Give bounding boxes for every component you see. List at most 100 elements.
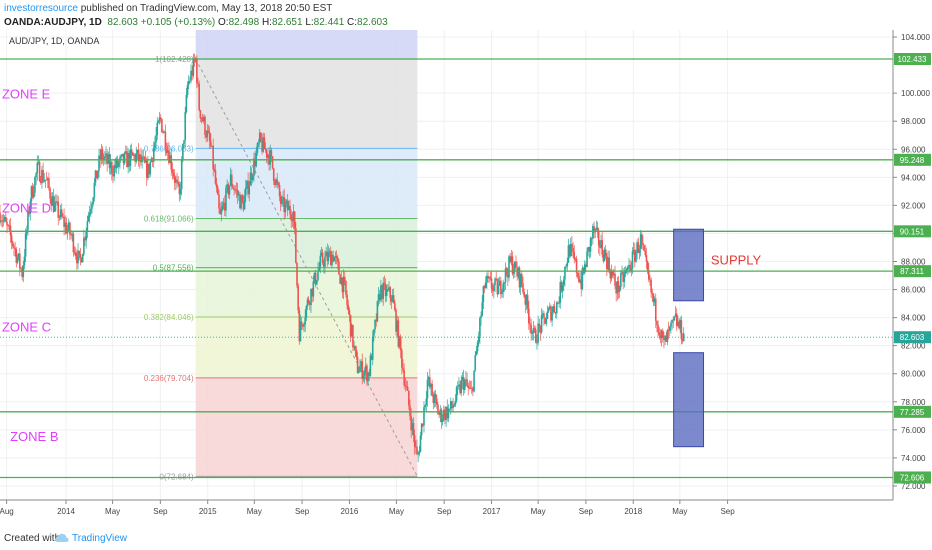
candle-body [371, 336, 374, 360]
candle-body [578, 276, 580, 282]
level-price-label: 102.433 [898, 55, 927, 64]
candle-body [109, 161, 112, 169]
zone-box[interactable] [673, 228, 705, 302]
candle-body [397, 320, 400, 347]
candle-body [221, 206, 224, 210]
candle-body [149, 161, 152, 175]
candle-body [1, 220, 4, 222]
candle-body [384, 283, 387, 297]
candle-body [72, 233, 75, 253]
candle-body [10, 235, 13, 243]
chart-area[interactable]: 1(102.428)0.786(96.063)0.618(91.066)0.5(… [0, 30, 932, 528]
candle-body [402, 367, 404, 371]
price-tick-label: 74.000 [901, 454, 926, 463]
candle-body [42, 170, 44, 182]
candle-body [343, 276, 346, 281]
candle-body [366, 365, 368, 382]
candle-body [569, 244, 572, 257]
candle-body [136, 149, 139, 154]
candle-body [60, 209, 63, 217]
candle-body [408, 390, 410, 406]
candle-body [604, 249, 607, 257]
candle-body [430, 383, 432, 388]
candle-body [364, 365, 367, 371]
fib-retracement: 1(102.428)0.786(96.063)0.618(91.066)0.5(… [144, 30, 418, 481]
zone-annotation[interactable]: SUPPLY [711, 252, 762, 267]
candlestick-series [0, 53, 685, 463]
candle-body [228, 185, 231, 195]
candle-body [446, 406, 449, 419]
candle-body [651, 292, 654, 294]
price-chart[interactable]: 1(102.428)0.786(96.063)0.618(91.066)0.5(… [0, 30, 932, 528]
level-price-label: 90.151 [900, 227, 925, 236]
tradingview-brand[interactable]: TradingView [72, 533, 128, 544]
candle-body [194, 58, 197, 62]
candle-body [262, 137, 265, 152]
candle-body [587, 247, 590, 252]
candle-body [490, 278, 493, 289]
publish-info: published on TradingView.com, May 13, 20… [77, 3, 333, 14]
candle-body [426, 379, 429, 399]
candle-body [380, 285, 382, 301]
chart-annotations: ZONE E ZONE D ZONE C ZONE B SUPPLY [2, 87, 762, 444]
chart-title: AUD/JPY, 1D, OANDA [9, 36, 99, 46]
candle-body [300, 321, 303, 325]
candle-body [170, 155, 173, 170]
candle-body [564, 266, 566, 280]
candle-body [161, 119, 163, 133]
candle-body [406, 387, 409, 391]
fib-level-label: 0.236(79.704) [144, 374, 194, 383]
candle-body [675, 313, 678, 326]
zone-annotation[interactable]: ZONE E [2, 87, 51, 102]
candle-body [646, 261, 649, 271]
time-tick-label: May [247, 507, 262, 516]
candle-body [528, 308, 530, 324]
candle-body [240, 195, 242, 209]
candle-body [474, 355, 477, 371]
candle-body [370, 355, 373, 360]
candle-body [184, 112, 187, 141]
candle-body [345, 280, 347, 295]
candle-body [69, 222, 71, 235]
zone-annotation[interactable]: ZONE C [2, 320, 51, 335]
candle-body [653, 298, 656, 303]
candle-body [318, 267, 320, 271]
candle-body [424, 404, 426, 408]
candle-body [166, 150, 169, 153]
candle-body [409, 405, 411, 417]
candle-body [544, 317, 546, 324]
candle-body [74, 252, 77, 257]
candle-body [355, 349, 358, 357]
candle-body [285, 200, 288, 204]
candle-body [220, 209, 223, 215]
candle-body [479, 318, 481, 337]
candle-body [382, 282, 385, 299]
price-tick-label: 86.000 [901, 286, 926, 295]
candle-body [214, 170, 217, 184]
candle-body [645, 255, 648, 262]
zone-annotation[interactable]: ZONE B [10, 429, 58, 444]
candle-body [536, 342, 538, 344]
footer: Created with TradingView [0, 528, 932, 550]
candle-body [548, 306, 551, 309]
author-link[interactable]: investorresource [4, 3, 78, 14]
candle-body [67, 222, 70, 230]
candle-body [418, 452, 421, 454]
candle-body [635, 252, 637, 262]
candle-body [521, 274, 523, 284]
zone-annotation[interactable]: ZONE D [2, 200, 51, 215]
candle-body [560, 282, 563, 292]
candle-body [112, 173, 114, 177]
candle-body [80, 257, 83, 263]
candle-body [437, 404, 439, 415]
zone-box[interactable] [673, 352, 705, 448]
candle-body [101, 149, 104, 160]
candle-body [88, 212, 91, 216]
candle-body [448, 408, 451, 410]
candle-body [477, 336, 480, 343]
candle-body [76, 256, 78, 264]
level-price-badge [894, 405, 931, 418]
candle-body [517, 267, 520, 277]
candle-body [417, 453, 419, 455]
candle-body [111, 161, 113, 174]
